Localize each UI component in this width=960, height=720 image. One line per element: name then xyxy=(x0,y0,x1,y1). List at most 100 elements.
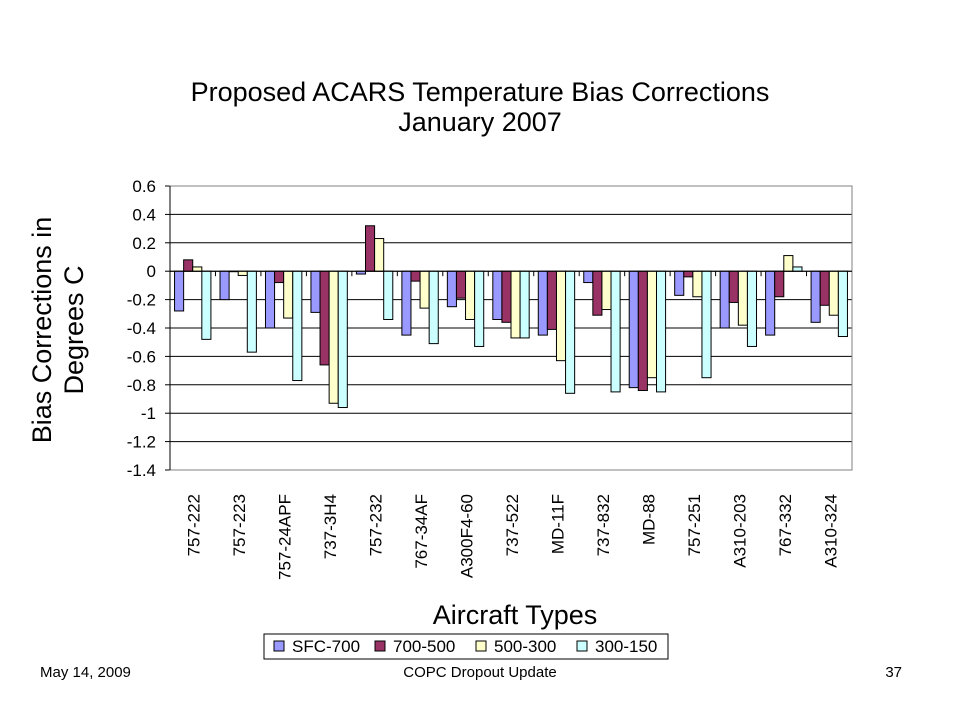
y-tick-label: -0.6 xyxy=(127,347,156,366)
bar-sfc-700 xyxy=(174,270,185,312)
footer-date: May 14, 2009 xyxy=(40,664,131,681)
bar-700-500 xyxy=(683,270,694,278)
y-tick-label: -0.8 xyxy=(127,376,156,395)
bar-300-150 xyxy=(746,270,758,347)
bar-700-500 xyxy=(546,270,557,330)
bar-300-150 xyxy=(655,270,667,393)
x-tick-label: 767-332 xyxy=(776,494,795,556)
bar-500-300 xyxy=(555,270,567,362)
bar-500-300 xyxy=(465,270,476,320)
bar-700-500 xyxy=(592,270,603,316)
bar-sfc-700 xyxy=(401,270,412,336)
bar-500-300 xyxy=(374,238,385,272)
bar-300-150 xyxy=(701,270,712,379)
bar-700-500 xyxy=(774,270,785,298)
bar-sfc-700 xyxy=(674,270,685,296)
y-tick-label: 0.6 xyxy=(132,177,156,196)
bar-sfc-700 xyxy=(537,270,548,336)
legend-swatch xyxy=(374,640,386,652)
x-tick-label: 757-223 xyxy=(230,494,249,556)
bar-500-300 xyxy=(419,270,430,309)
x-tick-label: MD-11F xyxy=(548,494,567,554)
bar-300-150 xyxy=(201,270,212,340)
bar-300-150 xyxy=(792,266,803,272)
bar-500-300 xyxy=(601,270,612,311)
bar-sfc-700 xyxy=(719,270,730,329)
y-tick-label: -0.4 xyxy=(127,319,156,338)
legend xyxy=(263,633,669,660)
bar-700-500 xyxy=(274,270,285,284)
bar-300-150 xyxy=(610,270,621,393)
bar-sfc-700 xyxy=(310,270,321,313)
bar-300-150 xyxy=(246,270,257,353)
bar-700-500 xyxy=(501,270,512,323)
x-tick-label: 737-832 xyxy=(594,494,613,556)
x-tick-label: MD-88 xyxy=(639,494,658,545)
y-tick-label: 0 xyxy=(147,262,156,281)
bar-500-300 xyxy=(510,270,521,339)
x-tick-label: A310-203 xyxy=(730,494,749,568)
x-tick-label: 737-522 xyxy=(503,494,522,556)
bar-500-300 xyxy=(828,270,839,316)
legend-label: 300-150 xyxy=(595,637,657,656)
bar-sfc-700 xyxy=(264,270,276,329)
bar-sfc-700 xyxy=(810,270,821,323)
legend-label: SFC-700 xyxy=(292,637,360,656)
bar-300-150 xyxy=(428,270,439,345)
y-tick-label: -1.2 xyxy=(127,433,156,452)
legend-label: 700-500 xyxy=(393,637,455,656)
bar-300-150 xyxy=(292,270,303,382)
x-tick-label: 757-232 xyxy=(367,494,386,556)
bar-500-300 xyxy=(328,270,339,404)
bar-500-300 xyxy=(737,270,748,326)
x-tick-label: A310-324 xyxy=(821,494,840,568)
bar-sfc-700 xyxy=(219,270,230,301)
bar-300-150 xyxy=(565,270,576,394)
bar-700-500 xyxy=(455,270,467,299)
x-tick-label: 767-34AF xyxy=(412,494,431,569)
y-tick-label: 0.2 xyxy=(132,234,156,253)
bar-sfc-700 xyxy=(492,270,503,320)
chart-title-line-2: January 2007 xyxy=(398,107,562,137)
x-tick-label: 757-222 xyxy=(185,494,204,556)
bar-700-500 xyxy=(319,270,330,366)
legend-label: 500-300 xyxy=(494,637,556,656)
bar-300-150 xyxy=(474,270,485,347)
bar-300-150 xyxy=(837,270,848,338)
legend-swatch xyxy=(576,640,588,652)
x-tick-label: 757-24APF xyxy=(276,494,295,580)
bar-500-300 xyxy=(646,270,657,379)
bar-700-500 xyxy=(410,270,421,282)
y-tick-label: 0.4 xyxy=(132,205,156,224)
bar-sfc-700 xyxy=(765,270,776,336)
bar-700-500 xyxy=(365,225,376,272)
bar-300-150 xyxy=(383,270,394,320)
bar-300-150 xyxy=(519,270,530,339)
bar-700-500 xyxy=(728,270,739,303)
chart-title-line-1: Proposed ACARS Temperature Bias Correcti… xyxy=(190,77,770,107)
x-tick-label: 737-3H4 xyxy=(321,494,340,559)
legend-swatch xyxy=(475,640,487,652)
bar-300-150 xyxy=(337,270,348,409)
legend-swatch xyxy=(273,640,285,652)
bar-sfc-700 xyxy=(628,270,639,389)
bar-700-500 xyxy=(637,270,648,391)
bar-500-300 xyxy=(283,270,294,319)
y-tick-label: -0.2 xyxy=(127,291,156,310)
bar-700-500 xyxy=(819,270,830,306)
footer-presentation-title: COPC Dropout Update xyxy=(403,664,557,681)
bar-sfc-700 xyxy=(583,270,594,284)
footer-page-number: 37 xyxy=(885,664,902,681)
x-axis-label: Aircraft Types xyxy=(432,600,598,630)
bar-500-300 xyxy=(192,266,203,272)
x-tick-label: A300F4-60 xyxy=(458,494,477,578)
bar-500-300 xyxy=(692,270,703,298)
x-tick-label: 757-251 xyxy=(685,494,704,556)
y-tick-label: -1 xyxy=(141,404,156,423)
bar-sfc-700 xyxy=(446,270,457,308)
bar-500-300 xyxy=(237,270,248,276)
bar-700-500 xyxy=(183,259,194,272)
y-tick-label: -1.4 xyxy=(127,461,156,480)
bar-500-300 xyxy=(783,255,794,272)
